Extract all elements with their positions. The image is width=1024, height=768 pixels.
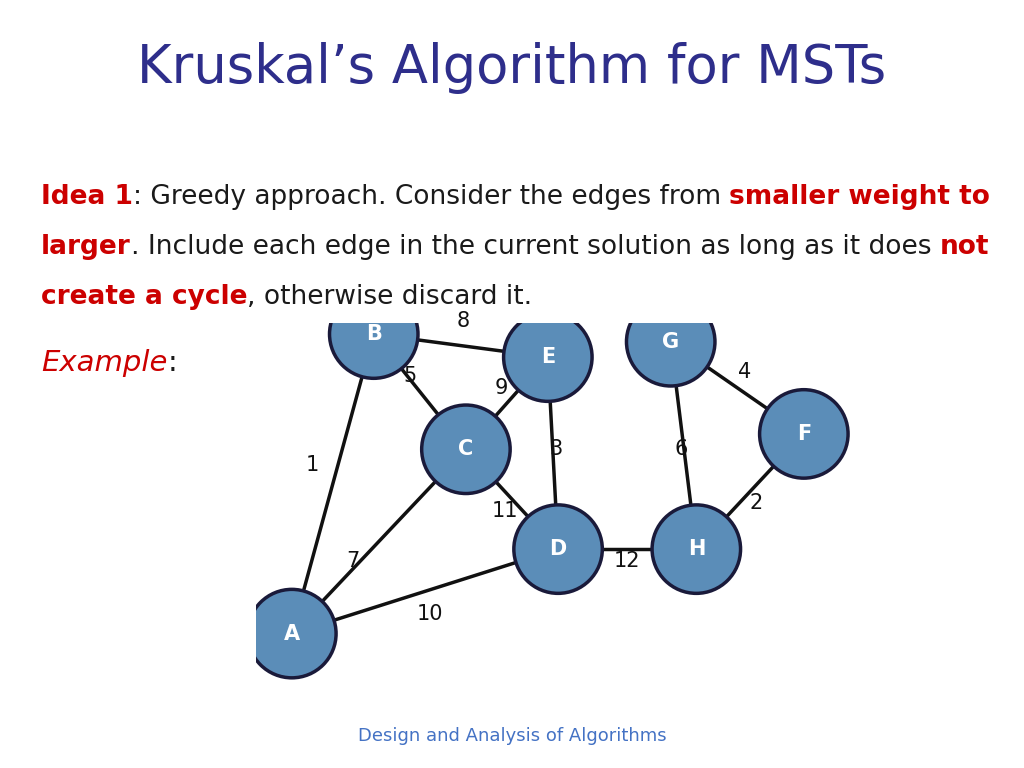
Text: 6: 6	[674, 439, 688, 459]
Text: Idea 1: Idea 1	[41, 184, 133, 210]
Text: 10: 10	[417, 604, 443, 624]
Text: 2: 2	[750, 493, 762, 513]
Text: G: G	[663, 332, 679, 352]
Text: 1: 1	[306, 455, 318, 475]
Text: F: F	[797, 424, 811, 444]
Ellipse shape	[422, 405, 510, 494]
Text: 5: 5	[403, 366, 416, 386]
Text: smaller weight to: smaller weight to	[729, 184, 990, 210]
Text: B: B	[366, 324, 382, 344]
Text: Design and Analysis of Algorithms: Design and Analysis of Algorithms	[357, 727, 667, 745]
Text: : Greedy approach. Consider the edges from: : Greedy approach. Consider the edges fr…	[133, 184, 729, 210]
Text: 12: 12	[613, 551, 640, 571]
Text: Example: Example	[41, 349, 167, 377]
Text: 9: 9	[495, 378, 509, 398]
Ellipse shape	[248, 589, 336, 678]
Ellipse shape	[514, 505, 602, 594]
Text: , otherwise discard it.: , otherwise discard it.	[248, 284, 532, 310]
Text: . Include each edge in the current solution as long as it does: . Include each edge in the current solut…	[131, 234, 940, 260]
Ellipse shape	[760, 389, 848, 478]
Ellipse shape	[330, 290, 418, 379]
Ellipse shape	[627, 297, 715, 386]
Text: D: D	[550, 539, 566, 559]
Ellipse shape	[504, 313, 592, 402]
Text: E: E	[541, 347, 555, 367]
Text: 3: 3	[550, 439, 562, 459]
Text: A: A	[284, 624, 300, 644]
Text: larger: larger	[41, 234, 131, 260]
Text: create a cycle: create a cycle	[41, 284, 248, 310]
Text: 8: 8	[457, 311, 469, 331]
Text: Kruskal’s Algorithm for MSTs: Kruskal’s Algorithm for MSTs	[137, 42, 887, 94]
Text: 7: 7	[347, 551, 359, 571]
Text: :: :	[167, 349, 177, 377]
Text: not: not	[940, 234, 989, 260]
Text: 11: 11	[492, 501, 518, 521]
Ellipse shape	[652, 505, 740, 594]
Text: H: H	[688, 539, 705, 559]
Text: C: C	[459, 439, 473, 459]
Text: 4: 4	[738, 362, 751, 382]
